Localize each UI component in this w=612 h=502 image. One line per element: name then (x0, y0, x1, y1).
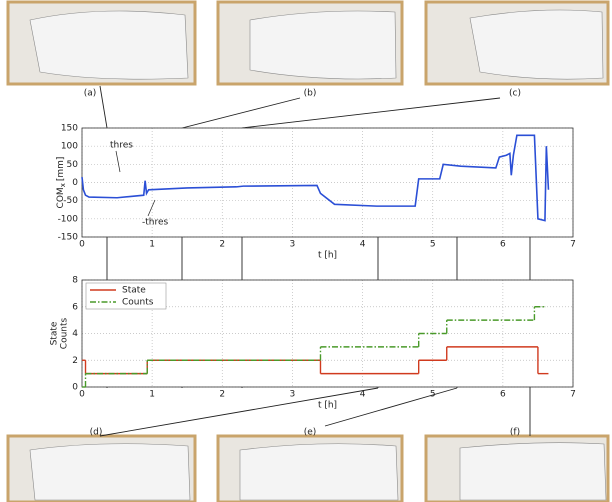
y-tick-label: -100 (58, 214, 79, 224)
y-tick-label: 8 (72, 276, 78, 286)
chart: 0 1 2 3 4 5 6 7 -150 -100 -50 0 50 100 150 t [h] COMx[mm… (56, 124, 576, 261)
x-tick-label: 0 (79, 390, 85, 400)
data-line (81, 134, 550, 222)
x-tick-label: 6 (500, 390, 506, 400)
x-tick-label: 5 (430, 240, 436, 250)
panel-label: (a) (84, 89, 97, 99)
y-tick-label: 100 (61, 142, 78, 152)
y-label-main: COM (56, 187, 66, 208)
x-tick-label: 3 (290, 390, 296, 400)
y-axis-label: Counts (60, 317, 70, 349)
y-tick-label: -150 (58, 233, 79, 243)
x-axis-label: t [h] (318, 251, 337, 261)
duvet (239, 443, 399, 501)
photos (6, 0, 610, 502)
annotation-arrow (115, 150, 121, 173)
connector (241, 97, 501, 129)
duvet (469, 9, 604, 80)
connector (99, 85, 108, 129)
x-tick-label: 1 (149, 390, 155, 400)
annotation: thres (110, 141, 133, 151)
panel-label: (b) (304, 89, 317, 99)
x-tick-label: 5 (430, 390, 436, 400)
x-tick-label: 7 (570, 240, 576, 250)
y-axis-label: State (50, 321, 60, 345)
x-axis-label: t [h] (318, 401, 337, 411)
y-tick-label: 50 (67, 160, 79, 170)
y-tick-label: 0 (72, 383, 78, 393)
y-tick-label: 0 (72, 178, 78, 188)
x-tick-label: 7 (570, 390, 576, 400)
x-tick-label: 6 (500, 240, 506, 250)
legend-label: Counts (122, 298, 154, 308)
y-tick-label: 150 (61, 124, 78, 134)
panel-label: (c) (509, 89, 521, 99)
duvet (249, 10, 397, 80)
x-tick-label: 3 (290, 240, 296, 250)
connector (324, 387, 458, 427)
y-tick-label: 2 (72, 356, 78, 366)
panel-label: (f) (510, 428, 520, 438)
x-tick-label: 1 (149, 240, 155, 250)
y-axis-label: COMx[mm] (56, 157, 68, 209)
y-tick-label: 4 (72, 329, 78, 339)
panel-label: (e) (304, 428, 317, 438)
y-label-sub: x (59, 183, 67, 187)
y-tick-label: -50 (63, 196, 78, 206)
annotation-arrow (147, 199, 156, 217)
annotation: -thres (142, 218, 169, 228)
x-tick-label: 4 (360, 390, 366, 400)
x-tick-label: 0 (79, 240, 85, 250)
axes-frame (81, 279, 574, 388)
legend-label: State (122, 286, 146, 296)
x-tick-label: 2 (219, 390, 225, 400)
panel-label: (d) (90, 428, 103, 438)
duvet (29, 443, 191, 501)
connector (181, 97, 301, 129)
y-label-unit: [mm] (56, 157, 66, 182)
duvet (29, 10, 189, 80)
duvet (459, 442, 607, 501)
y-tick-label: 6 (72, 302, 78, 312)
x-tick-label: 4 (360, 240, 366, 250)
legend-box (85, 282, 167, 310)
x-tick-label: 2 (219, 240, 225, 250)
connector (99, 387, 379, 437)
